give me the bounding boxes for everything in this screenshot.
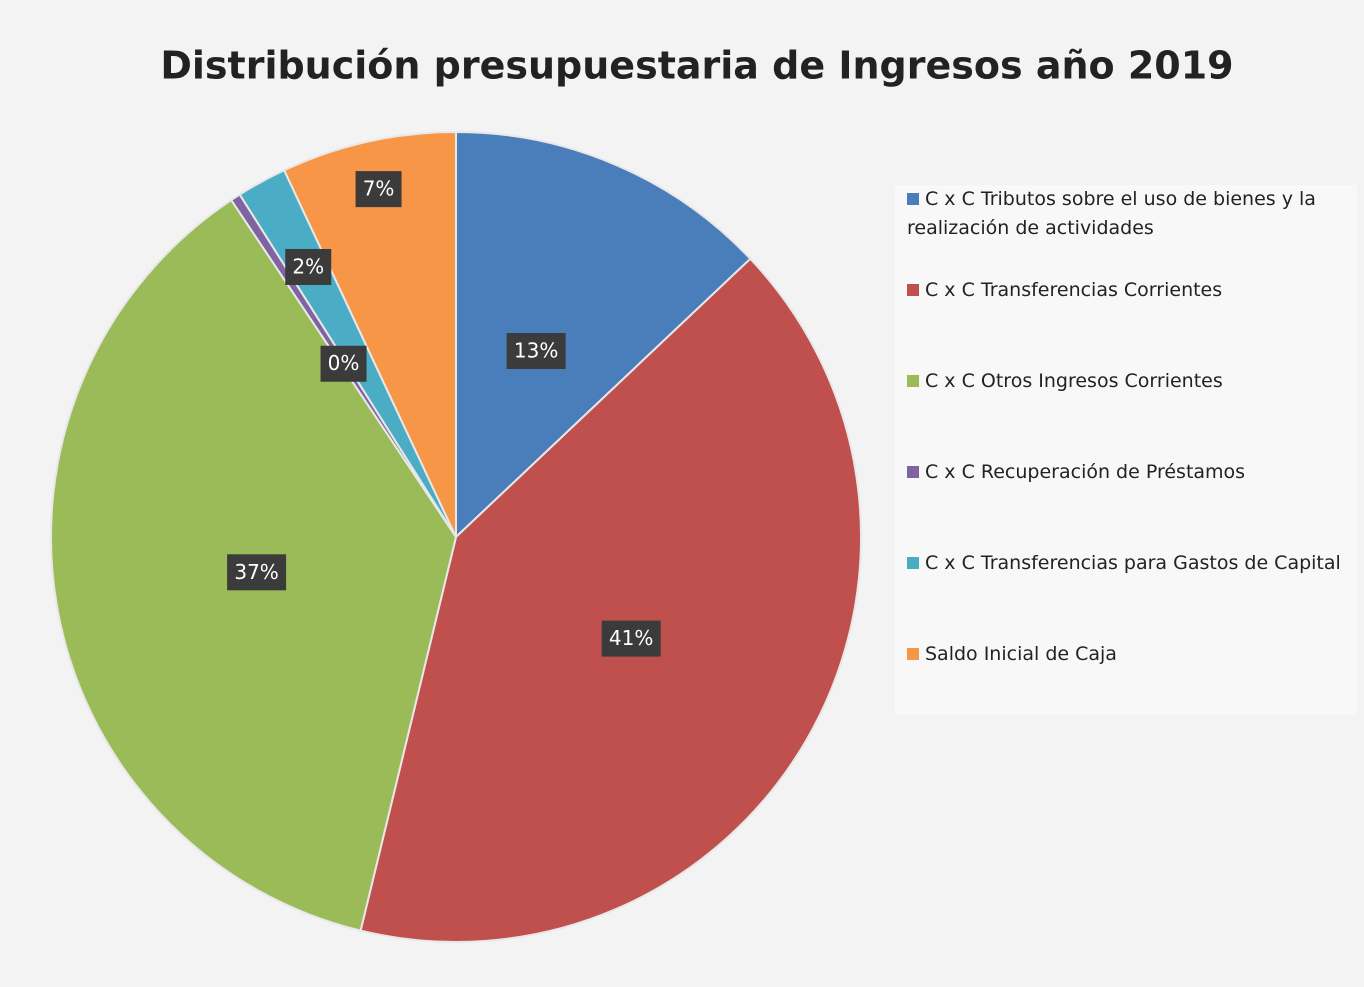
chart-title: Distribución presupuestaria de Ingresos … <box>160 44 1233 88</box>
legend-item: C x C Transferencias para Gastos de Capi… <box>907 549 1352 578</box>
legend-swatch <box>907 648 919 660</box>
legend-label: C x C Transferencias para Gastos de Capi… <box>925 552 1341 574</box>
legend-swatch <box>907 193 919 205</box>
legend-item: Saldo Inicial de Caja <box>907 640 1352 669</box>
legend-label: Saldo Inicial de Caja <box>925 643 1117 665</box>
legend-label: C x C Transferencias Corrientes <box>925 279 1223 301</box>
data-label-box <box>355 171 402 208</box>
legend-item: C x C Otros Ingresos Corrientes <box>907 367 1352 396</box>
data-label: 13% <box>514 339 558 363</box>
legend-swatch <box>907 375 919 387</box>
legend-label: C x C Otros Ingresos Corrientes <box>925 370 1223 392</box>
pie-slice <box>455 130 752 540</box>
pie-slice <box>359 257 862 943</box>
data-label-box <box>601 620 661 657</box>
data-label: 7% <box>363 177 395 201</box>
data-label-box <box>285 248 332 285</box>
legend-swatch <box>907 284 919 296</box>
data-label-box <box>227 554 287 591</box>
legend: C x C Tributos sobre el uso de bienes y … <box>895 185 1357 715</box>
legend-label: C x C Recuperación de Préstamos <box>925 461 1246 483</box>
legend-item: C x C Recuperación de Préstamos <box>907 458 1352 487</box>
legend-swatch <box>907 557 919 569</box>
data-label: 37% <box>234 560 278 584</box>
legend-item: C x C Tributos sobre el uso de bienes y … <box>907 185 1352 243</box>
data-label: 41% <box>609 626 653 650</box>
legend-label: C x C Tributos sobre el uso de bienes y … <box>907 188 1316 239</box>
data-label-box <box>506 333 566 370</box>
legend-item: C x C Transferencias Corrientes <box>907 276 1352 305</box>
pie-slice <box>282 130 457 538</box>
data-label: 2% <box>292 254 324 278</box>
data-label-box <box>320 345 367 382</box>
data-label: 0% <box>328 351 360 375</box>
legend-swatch <box>907 466 919 478</box>
